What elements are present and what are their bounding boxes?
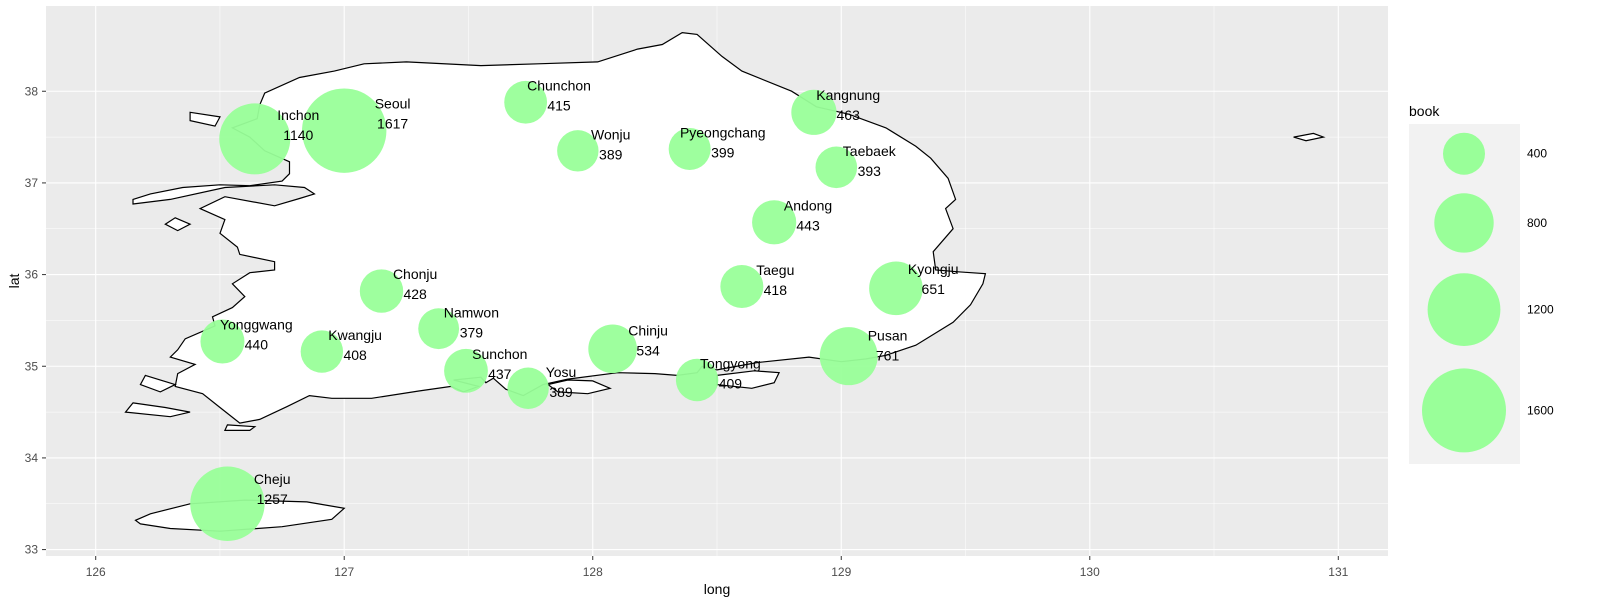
- y-tick-label: 35: [25, 359, 39, 373]
- axes: 126 127 128 129 130 131 33 34 35 36 37 38: [25, 84, 1349, 579]
- point-labels: Seoul 1617 Inchon 1140 Chunchon 415 Wonju 389 Py…: [220, 78, 959, 508]
- legend-key-label: 1600: [1527, 403, 1554, 417]
- point-label-name: Taebaek: [843, 143, 897, 159]
- island-outline: [139, 374, 177, 393]
- bubble-andong: [752, 200, 797, 245]
- point-label-name: Chinju: [628, 323, 668, 339]
- bubble-sunchon: [444, 348, 488, 393]
- point-label-name: Inchon: [277, 107, 319, 123]
- x-tick-label: 129: [831, 565, 851, 579]
- point-label-name: Namwon: [444, 304, 499, 320]
- point-label-name: Tongyong: [700, 355, 761, 371]
- legend-key-bubble: [1422, 368, 1506, 453]
- point-label-name: Kangnung: [816, 87, 880, 103]
- island-outline: [189, 111, 221, 127]
- point-label-value: 408: [343, 347, 367, 363]
- x-axis-title: long: [704, 581, 730, 597]
- legend-key-label: 400: [1527, 147, 1547, 161]
- legend-key-label: 1200: [1527, 303, 1554, 317]
- x-tick-label: 126: [86, 565, 106, 579]
- point-label-name: Yosu: [546, 364, 577, 380]
- bubble-seoul: [302, 88, 387, 173]
- bubble-cheju: [190, 466, 265, 541]
- y-axis-title: lat: [6, 274, 22, 289]
- x-tick-label: 130: [1080, 565, 1100, 579]
- point-label-value: 437: [488, 366, 512, 382]
- bubble-chonju: [359, 269, 404, 313]
- size-legend: book 400 800 1200 1600: [1409, 103, 1554, 464]
- bubble-yonggwang: [200, 319, 245, 364]
- point-label-value: 409: [719, 375, 743, 391]
- bubble-kangnung: [791, 89, 837, 135]
- point-label-value: 534: [636, 343, 660, 359]
- legend-key-bubble: [1443, 132, 1485, 175]
- bubble-taegu: [720, 265, 764, 308]
- point-label-name: Sunchon: [472, 346, 527, 362]
- bubble-yosu: [507, 367, 549, 409]
- bubble-chinju: [588, 324, 637, 374]
- y-tick-label: 36: [25, 268, 39, 282]
- bubble-taebaek: [815, 146, 858, 189]
- point-label-value: 463: [837, 107, 861, 123]
- point-label-value: 440: [245, 336, 269, 352]
- point-label-value: 389: [599, 146, 623, 162]
- island-outline: [1293, 132, 1326, 142]
- point-label-value: 761: [876, 348, 900, 364]
- point-label-name: Chunchon: [527, 78, 591, 94]
- legend-key-bubble: [1434, 193, 1494, 253]
- point-label-value: 428: [403, 286, 427, 302]
- point-label-value: 1617: [377, 116, 408, 132]
- y-tick-label: 33: [25, 543, 39, 557]
- point-label-value: 651: [922, 281, 946, 297]
- point-label-value: 399: [711, 145, 735, 161]
- island-outline: [546, 379, 613, 395]
- bubble-pyeongchang: [668, 128, 711, 170]
- point-label-name: Kwangju: [328, 327, 382, 343]
- y-tick-label: 38: [25, 84, 39, 98]
- bubble-tongyong: [675, 358, 719, 402]
- legend-title: book: [1409, 103, 1440, 119]
- x-tick-label: 131: [1328, 565, 1348, 579]
- legend-key-label: 800: [1527, 216, 1547, 230]
- x-tick-label: 128: [583, 565, 603, 579]
- legend-key-bubble: [1427, 273, 1501, 346]
- bubble-chunchon: [504, 80, 548, 124]
- island-outline: [223, 424, 257, 431]
- bubble-kyongju: [869, 261, 923, 316]
- point-label-value: 379: [460, 324, 484, 340]
- point-label-name: Wonju: [591, 126, 630, 142]
- point-label-value: 389: [549, 384, 573, 400]
- island-outline: [124, 402, 191, 418]
- bubble-kwangju: [300, 330, 344, 373]
- point-label-name: Chonju: [393, 266, 437, 282]
- point-label-value: 1257: [257, 491, 288, 507]
- x-tick-label: 127: [334, 565, 354, 579]
- bubble-namwon: [418, 308, 460, 350]
- island-outline: [164, 217, 192, 232]
- point-label-name: Taegu: [756, 262, 794, 278]
- bubble-inchon: [219, 103, 291, 175]
- point-label-value: 415: [547, 98, 571, 114]
- point-label-value: 393: [858, 163, 882, 179]
- point-label-value: 443: [796, 217, 820, 233]
- y-tick-label: 34: [25, 451, 39, 465]
- point-label-value: 1140: [283, 127, 313, 143]
- point-label-name: Andong: [784, 197, 832, 213]
- point-label-name: Pusan: [868, 328, 908, 344]
- point-label-value: 418: [764, 282, 788, 298]
- point-label-name: Cheju: [254, 471, 291, 487]
- point-label-name: Seoul: [375, 96, 411, 112]
- point-label-name: Pyeongchang: [680, 125, 766, 141]
- point-label-name: Kyongju: [908, 261, 959, 277]
- bubbles: [190, 80, 923, 541]
- y-tick-label: 37: [25, 176, 39, 190]
- bubble-wonju: [557, 130, 599, 172]
- point-label-name: Yonggwang: [220, 316, 293, 332]
- bubble-pusan: [819, 327, 878, 386]
